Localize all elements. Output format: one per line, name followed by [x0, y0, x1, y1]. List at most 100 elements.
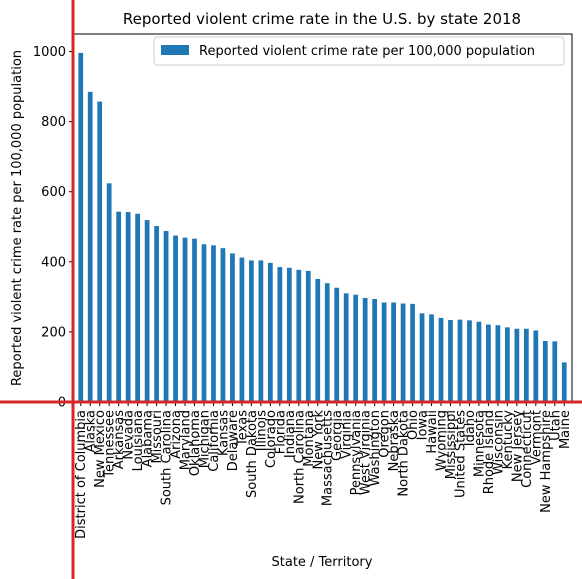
x-tick-label: Georgia — [330, 410, 345, 461]
x-tick-label: United States — [453, 410, 468, 498]
x-tick-label: Montana — [302, 410, 317, 467]
x-tick-label: South Carolina — [160, 410, 175, 505]
bar — [438, 317, 444, 402]
x-tick-label: Colorado — [264, 410, 279, 468]
bar — [135, 213, 140, 402]
bar — [391, 302, 396, 402]
y-tick-label: 800 — [41, 115, 66, 130]
y-axis: 02004006008001000 — [33, 45, 73, 411]
legend-box — [153, 36, 565, 66]
bar — [514, 328, 520, 402]
bar — [542, 341, 548, 402]
bar — [324, 283, 330, 402]
bar — [163, 230, 169, 402]
bar — [97, 101, 103, 402]
x-tick-label: Michigan — [197, 410, 212, 468]
x-tick-label: Wisconsin — [491, 410, 506, 475]
bar — [192, 238, 197, 402]
bar — [448, 319, 453, 402]
x-tick-label: Wyoming — [435, 410, 450, 471]
x-tick-label: Indiana — [283, 410, 298, 458]
bar — [533, 330, 539, 402]
x-tick-label: Rhode Island — [482, 410, 497, 494]
x-tick-label: Hawaii — [425, 410, 440, 454]
bar — [78, 52, 84, 403]
bar — [173, 235, 178, 402]
bar — [400, 303, 406, 402]
x-tick-label: West Virginia — [359, 410, 374, 495]
x-tick-label: Oregon — [378, 410, 393, 458]
legend-label: Reported violent crime rate per 100,000 … — [199, 44, 535, 59]
x-tick-label: Virginia — [340, 410, 355, 459]
legend-swatch — [161, 45, 189, 55]
x-tick-label: Minnesota — [472, 410, 487, 477]
x-tick-label: Maine — [558, 410, 573, 449]
bar — [467, 320, 472, 402]
x-tick-label: Nevada — [122, 410, 137, 460]
x-tick-label: New Mexico — [93, 410, 108, 488]
x-tick-label: Connecticut — [520, 410, 535, 488]
bar — [334, 287, 340, 402]
y-tick-label: 1000 — [33, 45, 66, 60]
x-tick-label: Nebraska — [387, 410, 402, 471]
x-tick-label: Kentucky — [501, 410, 516, 470]
bar — [106, 183, 112, 402]
bar — [286, 267, 292, 402]
x-tick-label: Massachusetts — [321, 410, 336, 506]
chart-title: Reported violent crime rate in the U.S. … — [123, 10, 521, 28]
bar — [457, 319, 463, 402]
x-tick-label: Missouri — [150, 410, 165, 464]
x-axis-label: State / Territory — [272, 555, 373, 570]
bar — [125, 212, 131, 402]
bar — [419, 313, 425, 402]
x-tick-label: Iowa — [416, 410, 431, 440]
bar — [552, 341, 558, 402]
x-tick-label: Illinois — [254, 410, 269, 451]
y-tick-label: 200 — [41, 325, 66, 340]
x-tick-label: Utah — [548, 410, 563, 441]
bar — [410, 303, 415, 402]
bar — [182, 237, 188, 402]
x-tick-label: Oklahoma — [188, 410, 203, 476]
x-tick-label: Louisiana — [131, 410, 146, 471]
x-tick-label: Mississippi — [444, 410, 459, 479]
x-tick-label: New Hampshire — [539, 410, 554, 513]
x-tick-label: Idaho — [463, 410, 478, 446]
bar — [381, 302, 387, 402]
x-tick-label: Tennessee — [103, 410, 118, 479]
bar — [523, 328, 529, 402]
legend: Reported violent crime rate per 100,000 … — [153, 36, 565, 66]
y-axis-label: Reported violent crime rate per 100,000 … — [10, 50, 25, 386]
bar — [249, 260, 254, 402]
x-tick-label: Florida — [273, 410, 288, 454]
bar — [315, 278, 321, 402]
x-tick-label: Kansas — [216, 410, 231, 456]
bar — [296, 269, 302, 402]
bar — [230, 253, 235, 402]
x-tick-label: Arizona — [169, 410, 184, 459]
x-tick-label: Alabama — [141, 410, 156, 467]
x-tick-label: North Dakota — [397, 410, 412, 497]
bar — [277, 267, 283, 402]
bar — [258, 260, 264, 402]
bar — [220, 248, 226, 402]
x-tick-label: North Carolina — [292, 410, 307, 504]
x-tick-label: Delaware — [226, 410, 241, 471]
x-tick-label: Maryland — [179, 410, 194, 470]
x-tick-label: Washington — [368, 410, 383, 486]
bar — [495, 325, 501, 402]
x-tick-label: South Dakota — [245, 410, 260, 498]
bar — [343, 293, 349, 402]
x-tick-label: District of Columbia — [74, 410, 89, 539]
x-tick-label: Alaska — [84, 410, 99, 453]
bar — [116, 211, 122, 402]
bar — [239, 257, 245, 402]
bar — [362, 297, 368, 402]
bar — [561, 362, 567, 402]
x-tick-label: Pennsylvania — [349, 410, 364, 495]
bar — [267, 262, 273, 402]
y-tick-label: 400 — [41, 255, 66, 270]
y-tick-label: 600 — [41, 185, 66, 200]
